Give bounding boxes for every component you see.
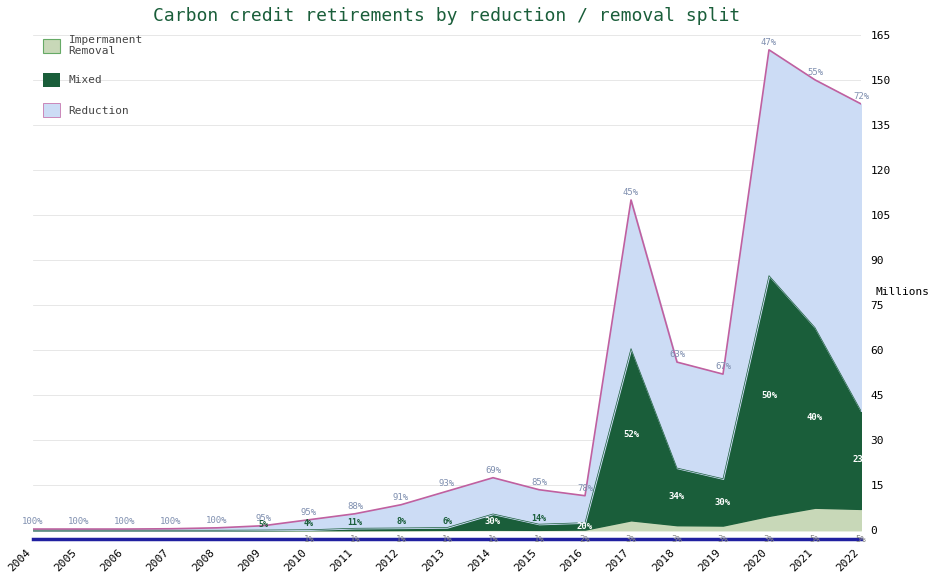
Text: 5%: 5% (258, 520, 268, 528)
Text: 100%: 100% (160, 517, 182, 525)
Text: 95%: 95% (255, 514, 271, 523)
Text: 40%: 40% (807, 413, 823, 422)
Text: 3%: 3% (625, 535, 636, 543)
Text: 30%: 30% (485, 517, 501, 526)
Text: 34%: 34% (669, 492, 685, 501)
Text: 11%: 11% (347, 518, 362, 527)
Text: 23%: 23% (853, 455, 869, 465)
Text: 47%: 47% (761, 38, 777, 47)
Text: 78%: 78% (577, 484, 593, 493)
Text: 1%: 1% (303, 535, 314, 543)
Text: 95%: 95% (301, 508, 317, 517)
Text: 20%: 20% (577, 521, 593, 531)
Text: 2%: 2% (579, 535, 591, 543)
Text: 100%: 100% (22, 517, 44, 526)
Text: 1%: 1% (488, 535, 498, 543)
Text: 88%: 88% (347, 502, 363, 511)
Text: 100%: 100% (68, 517, 90, 526)
Text: 100%: 100% (206, 516, 227, 525)
Text: 1%: 1% (534, 535, 545, 543)
Text: 5%: 5% (856, 535, 867, 543)
Text: 3%: 3% (764, 535, 774, 543)
Text: 45%: 45% (623, 188, 639, 197)
Text: 3%: 3% (718, 535, 728, 543)
Text: 4%: 4% (304, 519, 314, 528)
Text: 85%: 85% (531, 478, 547, 487)
Text: 14%: 14% (532, 514, 547, 523)
Text: 1%: 1% (396, 535, 406, 543)
Text: 8%: 8% (396, 517, 406, 527)
Text: 3%: 3% (672, 535, 682, 543)
Y-axis label: Millions: Millions (875, 287, 929, 297)
Text: 30%: 30% (715, 498, 731, 507)
Text: 91%: 91% (393, 493, 409, 502)
Text: 6%: 6% (442, 517, 452, 526)
Text: 50%: 50% (761, 392, 777, 400)
Text: 93%: 93% (439, 479, 455, 488)
Legend: Impermanent
Removal, Mixed, Reduction: Impermanent Removal, Mixed, Reduction (38, 30, 147, 121)
Text: 69%: 69% (485, 466, 501, 474)
Text: 100%: 100% (114, 517, 136, 526)
Text: 55%: 55% (807, 68, 823, 77)
Text: 52%: 52% (623, 430, 639, 439)
Text: 72%: 72% (853, 92, 869, 101)
Text: 5%: 5% (810, 535, 820, 543)
Title: Carbon credit retirements by reduction / removal split: Carbon credit retirements by reduction /… (154, 7, 740, 25)
Text: 1%: 1% (350, 535, 360, 543)
Text: 63%: 63% (669, 350, 685, 359)
Text: 67%: 67% (715, 362, 731, 371)
Text: 1%: 1% (442, 535, 452, 543)
